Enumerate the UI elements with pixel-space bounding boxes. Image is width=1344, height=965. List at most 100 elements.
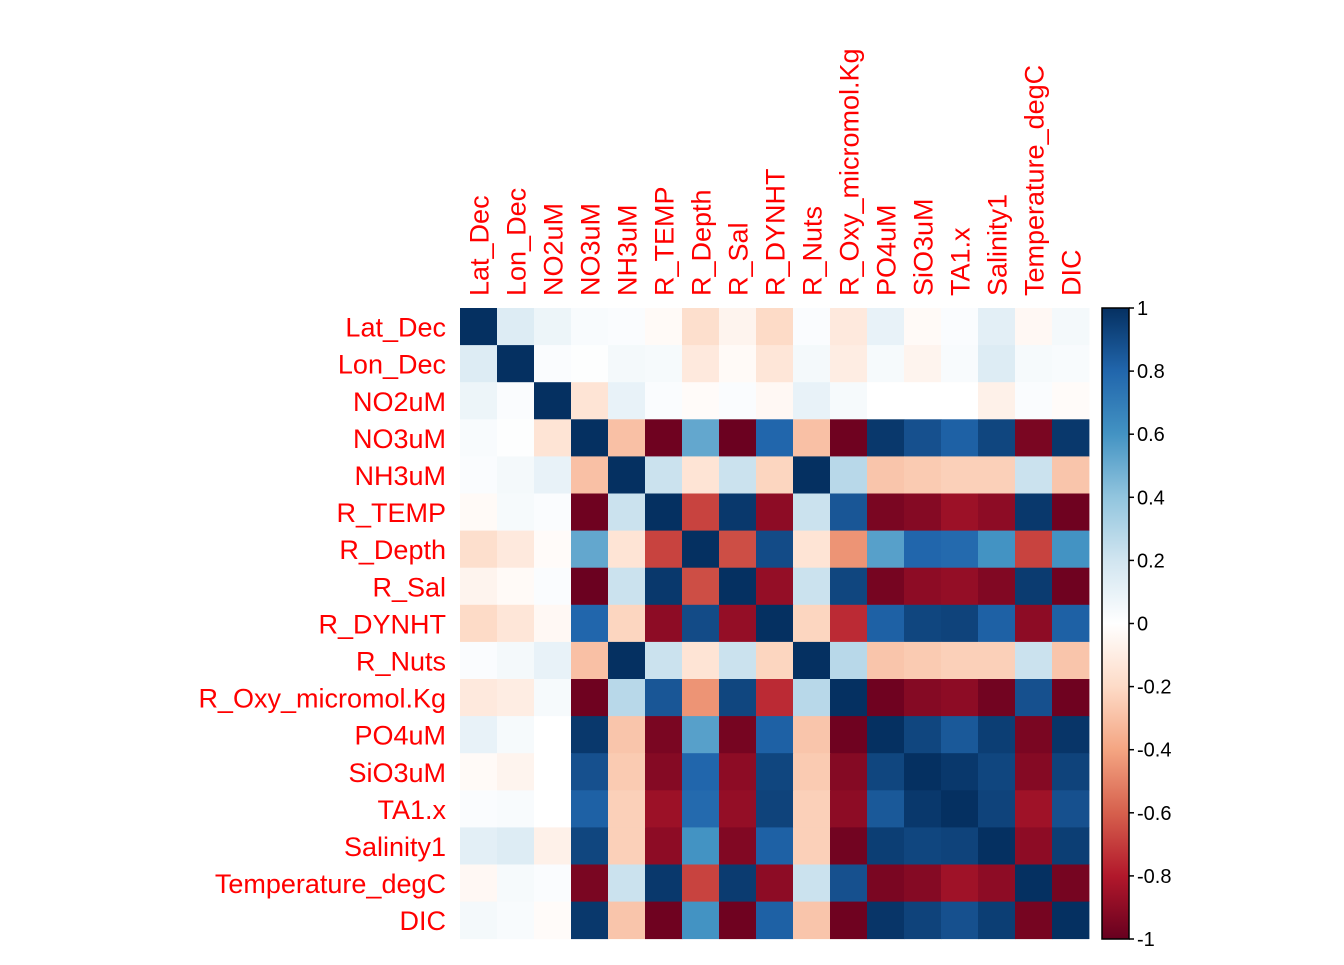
heatmap-cell <box>904 641 942 680</box>
col-label: NO3uM <box>576 203 606 296</box>
heatmap-cell <box>904 419 942 457</box>
heatmap-cell <box>682 382 720 420</box>
heatmap-cell <box>645 827 683 865</box>
heatmap-cell <box>867 716 905 754</box>
heatmap-cell <box>793 901 831 940</box>
heatmap-cell <box>608 308 646 346</box>
heatmap-cell <box>1015 308 1053 346</box>
heatmap-cell <box>793 419 831 457</box>
heatmap-cell <box>719 456 757 494</box>
heatmap-cell <box>608 679 646 717</box>
heatmap-cell <box>645 679 683 717</box>
heatmap-cell <box>978 641 1016 680</box>
heatmap-cell <box>719 308 757 346</box>
heatmap-cell <box>941 864 979 902</box>
heatmap-cell <box>534 641 572 680</box>
heatmap-cell <box>497 604 535 643</box>
heatmap-cell <box>1052 456 1090 494</box>
heatmap-cell <box>867 567 905 606</box>
heatmap-cell <box>830 456 868 494</box>
heatmap-cell <box>978 530 1016 569</box>
heatmap-cell <box>793 604 831 643</box>
row-label: R_Oxy_micromol.Kg <box>198 684 446 714</box>
heatmap-cell <box>534 456 572 494</box>
heatmap-cell <box>793 382 831 420</box>
heatmap-cell <box>1052 308 1090 346</box>
heatmap-cell <box>608 493 646 531</box>
heatmap-cell <box>830 530 868 569</box>
heatmap-cell <box>867 901 905 940</box>
heatmap-cell <box>608 641 646 680</box>
heatmap-cell <box>682 864 720 902</box>
heatmap-cell <box>756 419 794 457</box>
heatmap-cell <box>719 419 757 457</box>
heatmap-cell <box>756 345 794 383</box>
heatmap-cell <box>534 567 572 606</box>
heatmap-cell <box>460 753 498 791</box>
heatmap-cell <box>830 641 868 680</box>
heatmap-cell <box>608 827 646 865</box>
heatmap-cell <box>941 827 979 865</box>
heatmap-cell <box>830 345 868 383</box>
heatmap-cell <box>682 827 720 865</box>
heatmap-cell <box>867 493 905 531</box>
heatmap-cell <box>682 753 720 791</box>
heatmap-cell <box>571 790 609 828</box>
heatmap-cell <box>497 753 535 791</box>
row-label: R_DYNHT <box>318 609 446 639</box>
row-labels: Lat_Dec Lon_Dec NO2uM NO3uM NH3uM R_TEMP R_Dep… <box>198 313 446 937</box>
heatmap-cell <box>608 382 646 420</box>
heatmap-cell <box>793 345 831 383</box>
heatmap-cell <box>534 679 572 717</box>
col-label: Salinity1 <box>983 194 1013 296</box>
row-label: Salinity1 <box>344 832 446 862</box>
heatmap-cell <box>460 493 498 531</box>
heatmap-cell <box>867 641 905 680</box>
heatmap-cell <box>941 493 979 531</box>
heatmap-cell <box>682 901 720 940</box>
col-label: R_Nuts <box>798 206 828 296</box>
heatmap-cell <box>571 641 609 680</box>
heatmap-cell <box>497 716 535 754</box>
heatmap-cell <box>497 382 535 420</box>
heatmap-cell <box>497 641 535 680</box>
heatmap-cell <box>682 345 720 383</box>
heatmap-cell <box>1052 641 1090 680</box>
heatmap-cell <box>756 864 794 902</box>
row-label: R_Nuts <box>356 646 446 676</box>
col-label: SiO3uM <box>909 198 939 296</box>
heatmap-cell <box>1052 419 1090 457</box>
heatmap-cell <box>645 493 683 531</box>
heatmap-cell <box>1015 345 1053 383</box>
heatmap-cell <box>719 604 757 643</box>
heatmap-cell <box>793 530 831 569</box>
heatmap-cell <box>941 382 979 420</box>
heatmap-cell <box>608 753 646 791</box>
colorbar-tick-label: 1 <box>1137 298 1148 320</box>
heatmap-cell <box>460 827 498 865</box>
heatmap-cell <box>571 382 609 420</box>
heatmap-cell <box>571 827 609 865</box>
heatmap-cell <box>830 308 868 346</box>
heatmap-cell <box>645 790 683 828</box>
heatmap-cell <box>793 753 831 791</box>
heatmap-cell <box>1052 864 1090 902</box>
heatmap-cell <box>793 567 831 606</box>
heatmap-cell <box>645 308 683 346</box>
heatmap-cell <box>571 753 609 791</box>
heatmap-cell <box>1052 493 1090 531</box>
heatmap-cell <box>497 308 535 346</box>
heatmap-cell <box>756 456 794 494</box>
heatmap-cell <box>793 308 831 346</box>
heatmap-cell <box>978 456 1016 494</box>
heatmap-cell <box>904 679 942 717</box>
heatmap-cell <box>1015 864 1053 902</box>
heatmap-cell <box>571 864 609 902</box>
row-label: NO3uM <box>353 424 446 454</box>
heatmap-cell <box>608 345 646 383</box>
heatmap-cell <box>1015 641 1053 680</box>
heatmap-cell <box>645 419 683 457</box>
heatmap-cell <box>645 901 683 940</box>
heatmap-cell <box>460 901 498 940</box>
